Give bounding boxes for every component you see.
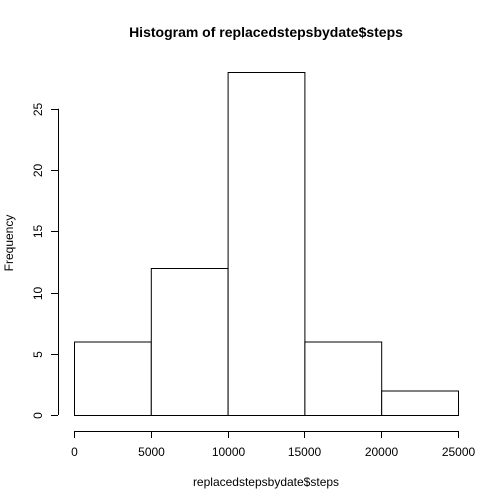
y-tick-label-3: 15: [31, 225, 45, 239]
y-tick-label-5: 25: [31, 103, 45, 117]
histogram-bar-1: [74, 341, 152, 416]
histogram-bar-5: [381, 390, 460, 416]
x-tick-label-4: 20000: [365, 445, 399, 459]
y-tick-label-2: 10: [31, 287, 45, 301]
histogram-bar-4: [304, 341, 383, 416]
chart-title: Histogram of replacedstepsbydate$steps: [129, 24, 403, 40]
y-tick-label-4: 20: [31, 164, 45, 178]
x-axis-label: replacedstepsbydate$steps: [193, 475, 339, 489]
x-axis: 0 5000 10000 15000 20000 25000: [71, 431, 476, 459]
x-tick-label-2: 10000: [212, 445, 246, 459]
x-tick-label-5: 25000: [442, 445, 476, 459]
y-axis-label: Frequency: [2, 215, 16, 272]
x-tick-label-1: 5000: [138, 445, 165, 459]
x-tick-label-0: 0: [71, 445, 78, 459]
x-tick-label-3: 15000: [288, 445, 322, 459]
y-axis: 0 5 10 15 20 25: [31, 103, 59, 419]
y-tick-label-1: 5: [31, 351, 45, 358]
histogram-bar-3: [227, 72, 306, 416]
y-tick-label-0: 0: [31, 412, 45, 419]
histogram-bar-2: [150, 268, 229, 416]
bars-group: [74, 72, 460, 416]
